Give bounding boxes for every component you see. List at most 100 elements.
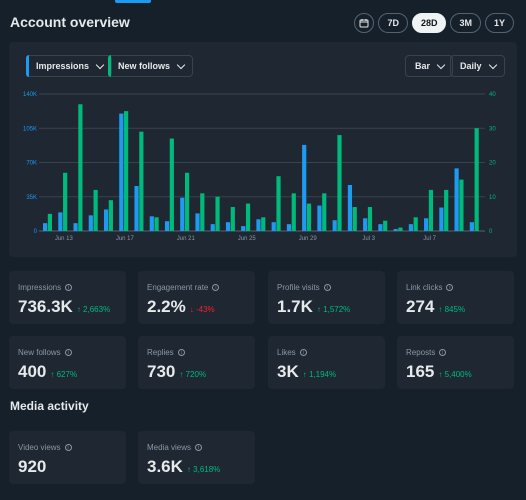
- info-icon[interactable]: i: [195, 444, 203, 451]
- bar-new-follows[interactable]: [322, 193, 327, 231]
- info-icon[interactable]: i: [446, 284, 454, 291]
- bar-new-follows[interactable]: [47, 213, 52, 231]
- interval-selector[interactable]: Daily: [450, 55, 505, 77]
- bar-new-follows[interactable]: [169, 138, 174, 231]
- bar-impressions[interactable]: [393, 229, 398, 231]
- bar-new-follows[interactable]: [63, 172, 68, 231]
- bar-new-follows[interactable]: [428, 189, 434, 231]
- chart-type-selector[interactable]: Bar: [405, 55, 454, 77]
- range-28d-button[interactable]: 28D: [411, 13, 447, 33]
- bar-impressions[interactable]: [256, 219, 261, 231]
- bar-impressions[interactable]: [469, 222, 474, 231]
- x-axis-tick-label: Jun 13: [55, 236, 74, 242]
- bar-new-follows[interactable]: [261, 217, 266, 231]
- bar-new-follows[interactable]: [154, 217, 159, 231]
- bar-impressions[interactable]: [58, 212, 63, 231]
- bar-new-follows[interactable]: [200, 193, 205, 231]
- bar-new-follows[interactable]: [383, 220, 388, 231]
- bar-new-follows[interactable]: [413, 217, 418, 231]
- bar-impressions[interactable]: [424, 218, 429, 231]
- x-axis-tick-label: Jun 21: [177, 236, 196, 242]
- bar-impressions[interactable]: [134, 185, 139, 231]
- bar-impressions[interactable]: [439, 207, 444, 231]
- stat-card[interactable]: New follows i 400 ↑ 627%: [9, 336, 126, 389]
- info-icon[interactable]: i: [323, 284, 331, 291]
- bar-impressions[interactable]: [378, 224, 383, 231]
- bar-impressions[interactable]: [149, 216, 154, 231]
- range-7d-button[interactable]: 7D: [378, 13, 408, 33]
- left-axis-tick-label: 0: [34, 229, 38, 235]
- x-axis-tick-label: Jun 17: [116, 236, 135, 242]
- info-icon[interactable]: i: [64, 444, 72, 451]
- bar-new-follows[interactable]: [474, 128, 479, 231]
- bar-impressions[interactable]: [317, 205, 322, 231]
- info-icon[interactable]: i: [212, 284, 220, 291]
- stat-card[interactable]: Reposts i 165 ↑ 5,400%: [397, 336, 514, 389]
- bar-new-follows[interactable]: [230, 207, 235, 231]
- bar-new-follows[interactable]: [93, 189, 98, 231]
- bar-impressions[interactable]: [347, 185, 353, 231]
- bar-impressions[interactable]: [271, 222, 276, 231]
- bar-impressions[interactable]: [73, 223, 78, 231]
- bar-impressions[interactable]: [408, 224, 413, 231]
- bar-new-follows[interactable]: [124, 111, 129, 231]
- metric2-selector[interactable]: New follows: [108, 55, 194, 77]
- info-icon[interactable]: i: [439, 349, 447, 356]
- info-icon[interactable]: i: [177, 349, 185, 356]
- bar-new-follows[interactable]: [78, 104, 83, 231]
- bar-impressions[interactable]: [180, 197, 185, 231]
- info-icon[interactable]: i: [64, 349, 72, 356]
- bar-new-follows[interactable]: [459, 179, 464, 231]
- bar-new-follows[interactable]: [352, 207, 357, 231]
- stat-value-row: 2.2% ↓ -43%: [147, 297, 215, 317]
- info-icon[interactable]: i: [65, 284, 73, 291]
- bar-new-follows[interactable]: [444, 189, 449, 231]
- bar-impressions[interactable]: [88, 215, 93, 231]
- metric1-selector[interactable]: Impressions: [26, 55, 113, 77]
- page-title: Account overview: [10, 14, 130, 30]
- bar-impressions[interactable]: [302, 144, 307, 231]
- stat-card[interactable]: Likes i 3K ↑ 1,194%: [268, 336, 385, 389]
- stat-change: ↑ 5,400%: [438, 370, 472, 379]
- bar-impressions[interactable]: [210, 224, 215, 231]
- stat-value: 3.6K: [147, 457, 183, 476]
- bar-impressions[interactable]: [103, 209, 109, 231]
- stat-card[interactable]: Replies i 730 ↑ 720%: [138, 336, 255, 389]
- bar-new-follows[interactable]: [367, 207, 373, 231]
- bar-new-follows[interactable]: [184, 172, 190, 231]
- calendar-button[interactable]: [354, 13, 375, 33]
- bar-impressions[interactable]: [363, 218, 368, 231]
- bar-impressions[interactable]: [454, 168, 459, 231]
- bar-new-follows[interactable]: [276, 176, 281, 231]
- bar-new-follows[interactable]: [291, 193, 296, 231]
- bar-new-follows[interactable]: [337, 135, 342, 231]
- bar-impressions[interactable]: [119, 113, 124, 231]
- stat-card[interactable]: Media views i 3.6K ↑ 3,618%: [138, 431, 255, 484]
- right-axis-tick-label: 30: [489, 126, 496, 132]
- bar-impressions[interactable]: [286, 224, 292, 231]
- bar-impressions[interactable]: [332, 220, 337, 231]
- bar-new-follows[interactable]: [215, 196, 220, 231]
- bar-impressions[interactable]: [225, 222, 231, 231]
- info-icon[interactable]: i: [299, 349, 307, 356]
- bar-impressions[interactable]: [195, 213, 200, 231]
- stat-change: ↓ -43%: [189, 305, 215, 314]
- bar-new-follows[interactable]: [306, 203, 312, 231]
- bar-new-follows[interactable]: [139, 131, 144, 231]
- stat-value-row: 920: [18, 457, 46, 477]
- stat-card[interactable]: Video views i 920: [9, 431, 126, 484]
- metric1-swatch: [26, 55, 29, 77]
- bar-impressions[interactable]: [164, 221, 170, 231]
- bar-impressions[interactable]: [43, 223, 48, 231]
- stat-card[interactable]: Impressions i 736.3K ↑ 2,663%: [9, 271, 126, 324]
- range-3m-button[interactable]: 3M: [450, 13, 481, 33]
- bar-new-follows[interactable]: [245, 203, 251, 231]
- bar-new-follows[interactable]: [108, 200, 113, 231]
- bar-new-follows[interactable]: [398, 227, 403, 231]
- bar-impressions[interactable]: [241, 226, 246, 231]
- range-1y-button[interactable]: 1Y: [484, 13, 514, 33]
- stat-label: Replies i: [147, 348, 185, 357]
- stat-card[interactable]: Engagement rate i 2.2% ↓ -43%: [138, 271, 255, 324]
- stat-card[interactable]: Profile visits i 1.7K ↑ 1,572%: [268, 271, 385, 324]
- stat-card[interactable]: Link clicks i 274 ↑ 845%: [397, 271, 514, 324]
